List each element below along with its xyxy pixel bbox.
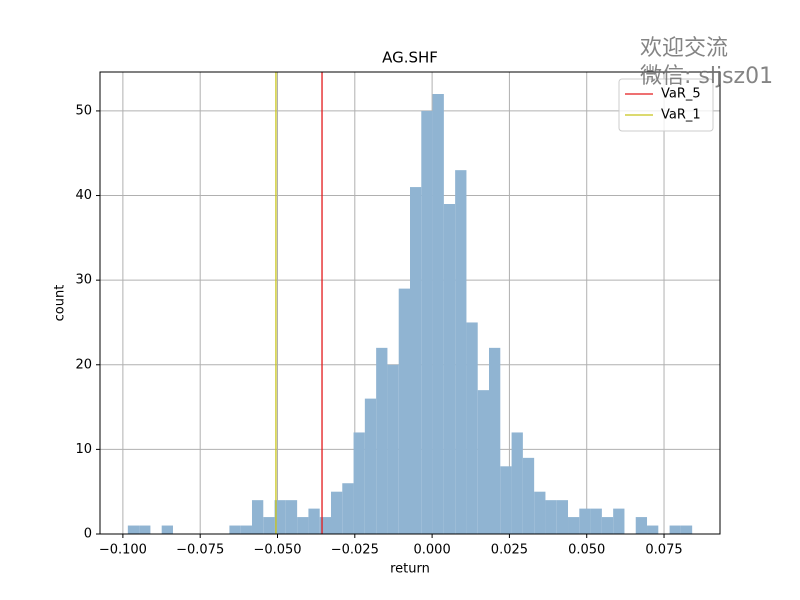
x-tick-label: 0.000 xyxy=(414,543,451,558)
bar xyxy=(601,517,614,534)
watermark: 欢迎交流 xyxy=(640,36,728,61)
plot-frame xyxy=(99,71,721,535)
x-axis-label: return xyxy=(390,562,430,577)
bar xyxy=(410,187,422,535)
bar xyxy=(455,170,467,534)
bar xyxy=(647,525,659,534)
bar xyxy=(376,347,388,534)
bar xyxy=(127,525,140,534)
bar xyxy=(263,517,275,534)
bar xyxy=(364,398,377,534)
bar xyxy=(330,491,343,534)
y-axis-label: count xyxy=(53,285,68,322)
bar xyxy=(308,508,320,534)
bar xyxy=(522,457,535,534)
bar xyxy=(477,390,490,534)
bar xyxy=(387,364,399,534)
legend-label: VaR_5 xyxy=(661,87,701,102)
x-tick-label: −0.075 xyxy=(176,543,224,558)
bar xyxy=(680,525,693,534)
bar xyxy=(229,525,241,534)
bar xyxy=(568,517,580,534)
bar xyxy=(319,517,331,534)
bar xyxy=(421,110,433,534)
bar xyxy=(443,204,456,534)
bar xyxy=(297,517,309,534)
bar xyxy=(556,500,569,534)
chart-title: AG.SHF xyxy=(382,49,438,67)
bar xyxy=(342,483,354,534)
x-tick-label: −0.025 xyxy=(331,543,379,558)
bar xyxy=(613,508,625,534)
y-tick-label: 40 xyxy=(75,188,92,203)
legend-box xyxy=(618,78,714,132)
bar xyxy=(635,517,648,534)
x-tick-label: −0.100 xyxy=(99,543,147,558)
bar xyxy=(590,508,602,534)
bar xyxy=(285,500,298,534)
bar xyxy=(489,347,501,534)
bar xyxy=(511,432,523,534)
bar xyxy=(579,508,591,534)
x-tick-label: 0.050 xyxy=(568,543,605,558)
x-tick-label: 0.075 xyxy=(645,543,682,558)
legend-label: VaR_1 xyxy=(661,108,701,123)
x-tick-label: −0.050 xyxy=(253,543,301,558)
bar xyxy=(398,288,410,534)
bar xyxy=(251,500,264,534)
bar xyxy=(274,500,286,534)
bar xyxy=(669,525,681,534)
watermark: 微信: sljsz01 xyxy=(640,64,773,89)
y-tick-label: 0 xyxy=(84,527,92,542)
y-tick-label: 50 xyxy=(75,103,92,118)
y-tick-label: 30 xyxy=(75,273,92,288)
bar xyxy=(139,525,151,534)
bar xyxy=(240,525,252,534)
bar xyxy=(500,466,512,534)
bar xyxy=(534,491,546,534)
bar xyxy=(161,525,173,534)
x-tick-label: 0.025 xyxy=(491,543,528,558)
bar xyxy=(353,432,365,534)
bar xyxy=(466,322,478,534)
bar xyxy=(432,94,444,534)
y-tick-label: 20 xyxy=(75,357,92,372)
y-tick-label: 10 xyxy=(75,442,92,457)
bar xyxy=(545,500,557,534)
